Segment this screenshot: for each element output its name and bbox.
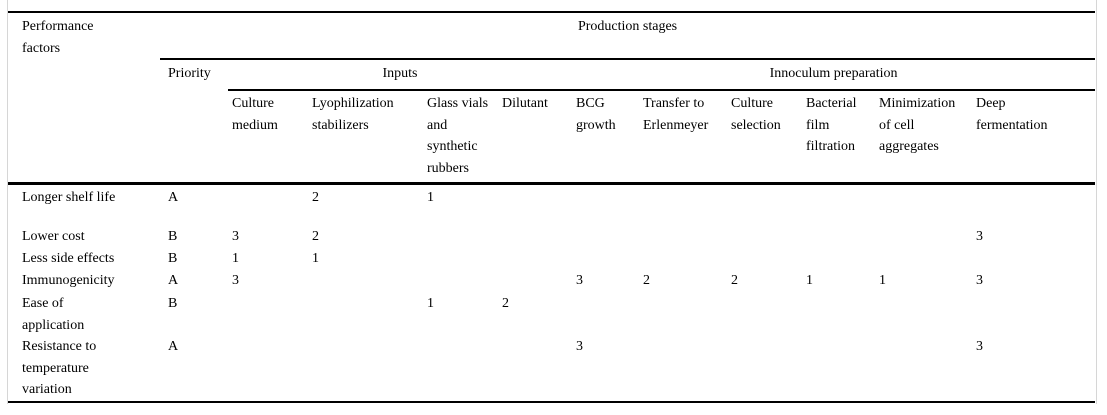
table-row: Resistance to temperature variation A 3 …	[8, 336, 1095, 402]
column-header-glass-vials: Glass vials and synthetic rubbers	[423, 90, 498, 185]
column-header-dilutant: Dilutant	[498, 90, 572, 185]
value-cell: 3	[232, 273, 239, 288]
value-cell: 3	[232, 229, 239, 244]
inputs-group-header: Inputs	[228, 59, 572, 91]
value-cell	[498, 248, 572, 270]
value-cell	[972, 293, 1095, 336]
table-frame-right-border	[1096, 0, 1097, 404]
value-cell: 2	[312, 189, 319, 205]
innoculum-group-header: Innoculum preparation	[572, 59, 1096, 91]
value-cell: 3	[976, 339, 983, 354]
value-cell	[875, 248, 972, 270]
value-cell	[423, 248, 498, 270]
value-cell	[308, 270, 423, 293]
factor-cell: Ease of application	[22, 296, 85, 333]
table-frame-left-border	[7, 0, 8, 404]
performance-factors-header: Performance factors	[8, 12, 160, 185]
value-cell	[639, 293, 727, 336]
value-cell	[498, 183, 572, 226]
value-cell	[802, 248, 875, 270]
factor-cell: Longer shelf life	[22, 189, 116, 205]
value-cell: 3	[576, 339, 583, 354]
value-cell	[727, 336, 802, 402]
value-cell	[639, 248, 727, 270]
value-cell: 2	[731, 273, 738, 288]
value-cell: 3	[976, 229, 983, 244]
value-cell: 1	[427, 296, 434, 311]
value-cell	[308, 293, 423, 336]
value-cell	[572, 226, 639, 248]
table-row: Lower cost B 3 2 3	[8, 226, 1095, 248]
value-cell	[972, 248, 1095, 270]
value-cell	[572, 248, 639, 270]
value-cell: 2	[643, 273, 650, 288]
value-cell	[423, 336, 498, 402]
value-cell	[875, 226, 972, 248]
value-cell	[572, 293, 639, 336]
table-row: Ease of application B 1 2	[8, 293, 1095, 336]
column-header-bcg-growth: BCG growth	[572, 90, 639, 185]
value-cell: 3	[576, 273, 583, 288]
value-cell	[423, 226, 498, 248]
factor-cell: Less side effects	[22, 251, 115, 266]
column-header-culture-medium: Culture medium	[228, 90, 308, 185]
value-cell	[875, 183, 972, 226]
value-cell	[639, 226, 727, 248]
column-header-transfer-to-erlenmeyer: Transfer to Erlenmeyer	[639, 90, 727, 185]
column-header-culture-selection: Culture selection	[727, 90, 802, 185]
value-cell	[875, 293, 972, 336]
value-cell	[802, 336, 875, 402]
value-cell	[228, 183, 308, 226]
value-cell	[572, 183, 639, 226]
value-cell	[802, 183, 875, 226]
priority-cell: B	[168, 229, 178, 244]
value-cell	[727, 183, 802, 226]
table-row: Less side effects B 1 1	[8, 248, 1095, 270]
priority-cell: A	[168, 339, 179, 354]
value-cell	[498, 270, 572, 293]
column-header-bacterial-film-filtration: Bacterial film filtration	[802, 90, 875, 185]
value-cell	[639, 336, 727, 402]
value-cell	[727, 293, 802, 336]
production-stages-header: Production stages	[160, 12, 1096, 60]
value-cell: 2	[502, 296, 509, 311]
value-cell: 1	[312, 251, 319, 266]
value-cell: 2	[312, 229, 319, 244]
column-header-lyophilization-stabilizers: Lyophilization stabilizers	[308, 90, 423, 185]
factor-cell: Resistance to temperature variation	[22, 339, 97, 397]
value-cell	[228, 336, 308, 402]
value-cell	[727, 248, 802, 270]
value-cell: 1	[806, 273, 813, 288]
value-cell	[802, 226, 875, 248]
value-cell	[639, 183, 727, 226]
value-cell	[423, 270, 498, 293]
priority-cell: A	[168, 189, 179, 205]
value-cell: 3	[976, 273, 983, 288]
table-row: Longer shelf life A 2 1	[8, 183, 1095, 226]
priority-cell: A	[168, 273, 179, 288]
performance-production-matrix: Performance factors Production stages Pr…	[8, 11, 1096, 403]
factor-cell: Immunogenicity	[22, 273, 115, 288]
value-cell	[228, 293, 308, 336]
value-cell: 1	[232, 251, 239, 266]
value-cell	[498, 226, 572, 248]
priority-cell: B	[168, 296, 178, 311]
value-cell	[727, 226, 802, 248]
value-cell	[875, 336, 972, 402]
factor-cell: Lower cost	[22, 229, 85, 244]
value-cell: 1	[427, 189, 434, 205]
priority-cell: B	[168, 251, 178, 266]
value-cell	[308, 336, 423, 402]
value-cell	[972, 183, 1095, 226]
value-cell	[498, 336, 572, 402]
column-header-minimization-cell-aggregates: Minimization of cell aggregates	[875, 90, 972, 185]
column-header-deep-fermentation: Deep fermentation	[972, 90, 1096, 185]
table-row: Immunogenicity A 3 3 2 2 1 1 3	[8, 270, 1095, 293]
value-cell	[802, 293, 875, 336]
priority-header: Priority	[160, 59, 228, 185]
value-cell: 1	[879, 273, 886, 288]
